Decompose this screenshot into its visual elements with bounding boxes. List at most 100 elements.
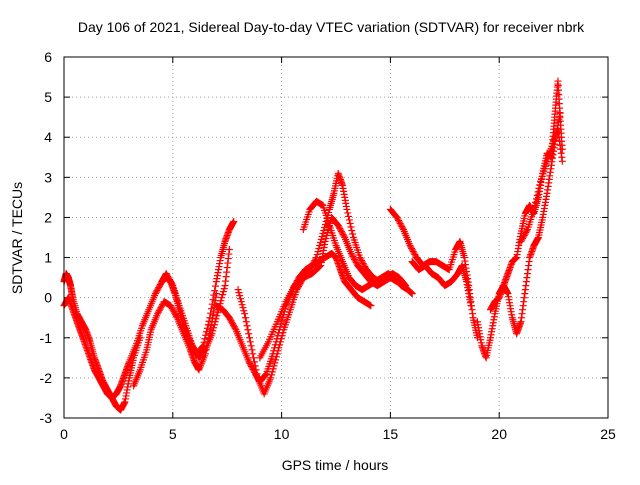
data-point: [168, 280, 176, 288]
data-point: [191, 346, 199, 354]
y-tick-label: 3: [44, 169, 52, 185]
series-trace-4: [158, 246, 233, 362]
data-point: [518, 236, 526, 244]
data-point: [350, 256, 358, 264]
data-point: [345, 212, 353, 220]
data-point: [411, 251, 419, 259]
data-point: [275, 344, 283, 352]
data-point: [235, 289, 243, 297]
data-point: [156, 281, 164, 289]
data-point: [395, 216, 403, 224]
data-point: [523, 227, 531, 235]
data-point: [408, 290, 416, 298]
data-point: [249, 350, 257, 358]
data-point: [246, 359, 254, 367]
data-point: [408, 245, 416, 253]
data-point: [307, 264, 315, 272]
y-tick-label: 6: [44, 49, 52, 65]
y-tick-label: 0: [44, 290, 52, 306]
data-point: [320, 226, 328, 234]
data-point: [226, 315, 234, 323]
data-point: [152, 288, 160, 296]
data-point: [322, 235, 330, 243]
data-point: [348, 251, 356, 259]
series-trace-13: [517, 125, 566, 246]
data-point: [309, 260, 317, 268]
data-point: [240, 307, 248, 315]
data-point: [316, 239, 324, 247]
data-point: [201, 347, 209, 355]
data-point: [279, 329, 287, 337]
data-point: [241, 310, 249, 318]
data-point: [220, 285, 228, 293]
data-point: [345, 216, 353, 224]
data-point: [210, 324, 218, 332]
data-point: [154, 310, 162, 318]
series-trace-11: [473, 109, 564, 362]
chart-title: Day 106 of 2021, Sidereal Day-to-day VTE…: [78, 19, 585, 35]
data-point: [269, 365, 277, 373]
data-point: [212, 290, 220, 298]
data-point: [313, 251, 321, 259]
data-point: [308, 261, 316, 269]
data-point: [201, 335, 209, 343]
data-point: [236, 292, 244, 300]
data-point: [155, 284, 163, 292]
data-point: [155, 282, 163, 290]
data-point: [349, 230, 357, 238]
data-point: [533, 191, 541, 199]
y-tick-label: -2: [40, 370, 53, 386]
data-point: [312, 254, 320, 262]
data-point: [277, 338, 285, 346]
data-point: [339, 230, 347, 238]
data-point: [352, 259, 360, 267]
data-point: [246, 338, 254, 346]
data-point: [346, 219, 354, 227]
y-tick-label: 2: [44, 209, 52, 225]
data-point: [228, 318, 236, 326]
data-point: [251, 362, 259, 370]
data-point: [213, 312, 221, 320]
data-point: [319, 229, 327, 237]
series-trace-10: [408, 258, 475, 310]
data-point: [168, 305, 176, 313]
data-point: [318, 232, 326, 240]
data-point: [252, 366, 260, 374]
data-point: [367, 302, 375, 310]
data-point: [172, 311, 180, 319]
data-point: [217, 297, 225, 305]
data-point: [308, 263, 316, 271]
data-point: [408, 246, 416, 254]
data-point: [219, 291, 227, 299]
data-point: [406, 242, 414, 250]
y-tick-label: -3: [40, 410, 53, 426]
data-point: [532, 195, 540, 203]
data-point: [410, 249, 418, 257]
data-point: [311, 257, 319, 265]
data-point: [517, 238, 525, 246]
data-point: [208, 330, 216, 338]
data-point: [212, 282, 220, 290]
data-point: [467, 302, 475, 310]
data-point: [243, 322, 251, 330]
data-point: [164, 273, 172, 281]
data-point: [229, 321, 237, 329]
data-point: [225, 246, 233, 254]
data-point: [198, 343, 206, 351]
data-point: [272, 356, 280, 364]
data-point: [241, 314, 249, 322]
data-point: [276, 341, 284, 349]
data-point: [158, 302, 166, 310]
data-point: [237, 298, 245, 306]
data-point: [231, 324, 239, 332]
data-point: [358, 258, 366, 266]
data-point: [316, 242, 324, 250]
data-point: [522, 228, 530, 236]
x-tick-label: 0: [60, 426, 68, 442]
data-point: [204, 321, 212, 329]
data-point: [334, 221, 342, 229]
data-point: [172, 312, 180, 320]
data-point: [163, 271, 171, 279]
data-point: [166, 277, 174, 285]
